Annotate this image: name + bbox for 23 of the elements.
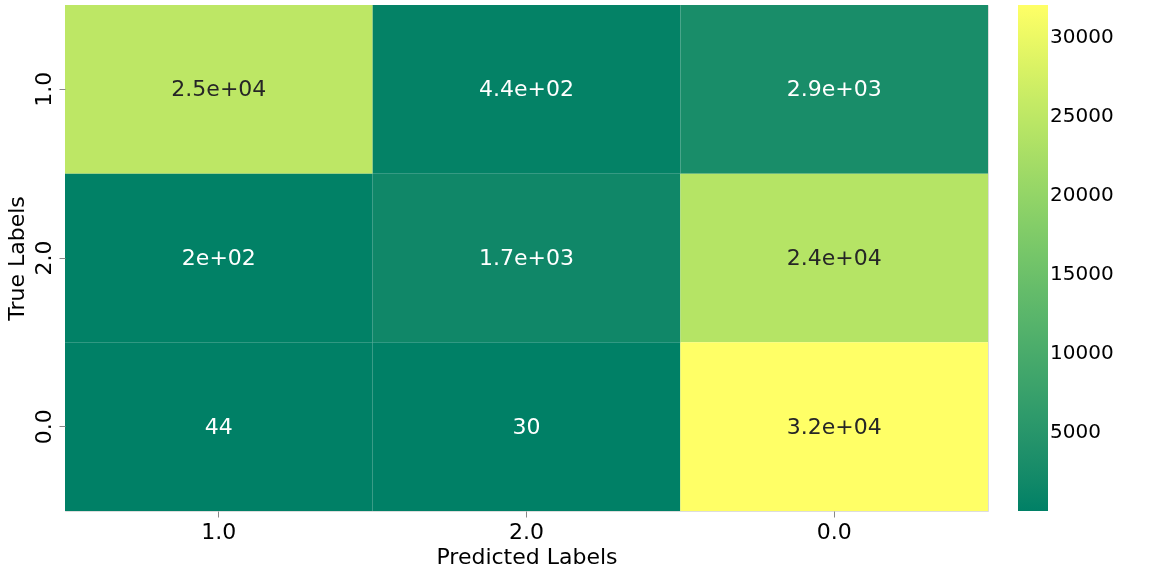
- color-bar-label: 20000: [1050, 181, 1114, 206]
- data-label: 1.7e+03: [479, 245, 574, 270]
- color-bar-label: 25000: [1050, 102, 1114, 127]
- data-label: 44: [204, 413, 233, 439]
- y-tick-label: 0.0: [30, 409, 56, 445]
- x-axis-title: Predicted Labels: [436, 543, 618, 569]
- x-tick-label: 2.0: [509, 518, 544, 544]
- color-bar-label: 15000: [1050, 261, 1114, 286]
- data-label: 4.4e+02: [479, 76, 574, 102]
- data-label: 30: [512, 413, 541, 439]
- y-axis-title: True Labels: [3, 196, 29, 322]
- data-label: 2.9e+03: [786, 76, 882, 102]
- x-tick-label: 1.0: [201, 518, 237, 544]
- y-tick-label: 1.0: [30, 71, 56, 107]
- data-label: 2.4e+04: [786, 245, 882, 270]
- data-label: 2e+02: [181, 245, 256, 270]
- color-bar-label: 5000: [1050, 419, 1101, 444]
- data-label: 2.5e+04: [171, 76, 267, 102]
- color-bar-label: 10000: [1050, 340, 1114, 365]
- color-bar-label: 30000: [1050, 23, 1114, 48]
- data-label: 3.2e+04: [786, 413, 882, 439]
- y-tick-label: 2.0: [30, 240, 56, 276]
- x-tick-label: 0.0: [816, 518, 852, 544]
